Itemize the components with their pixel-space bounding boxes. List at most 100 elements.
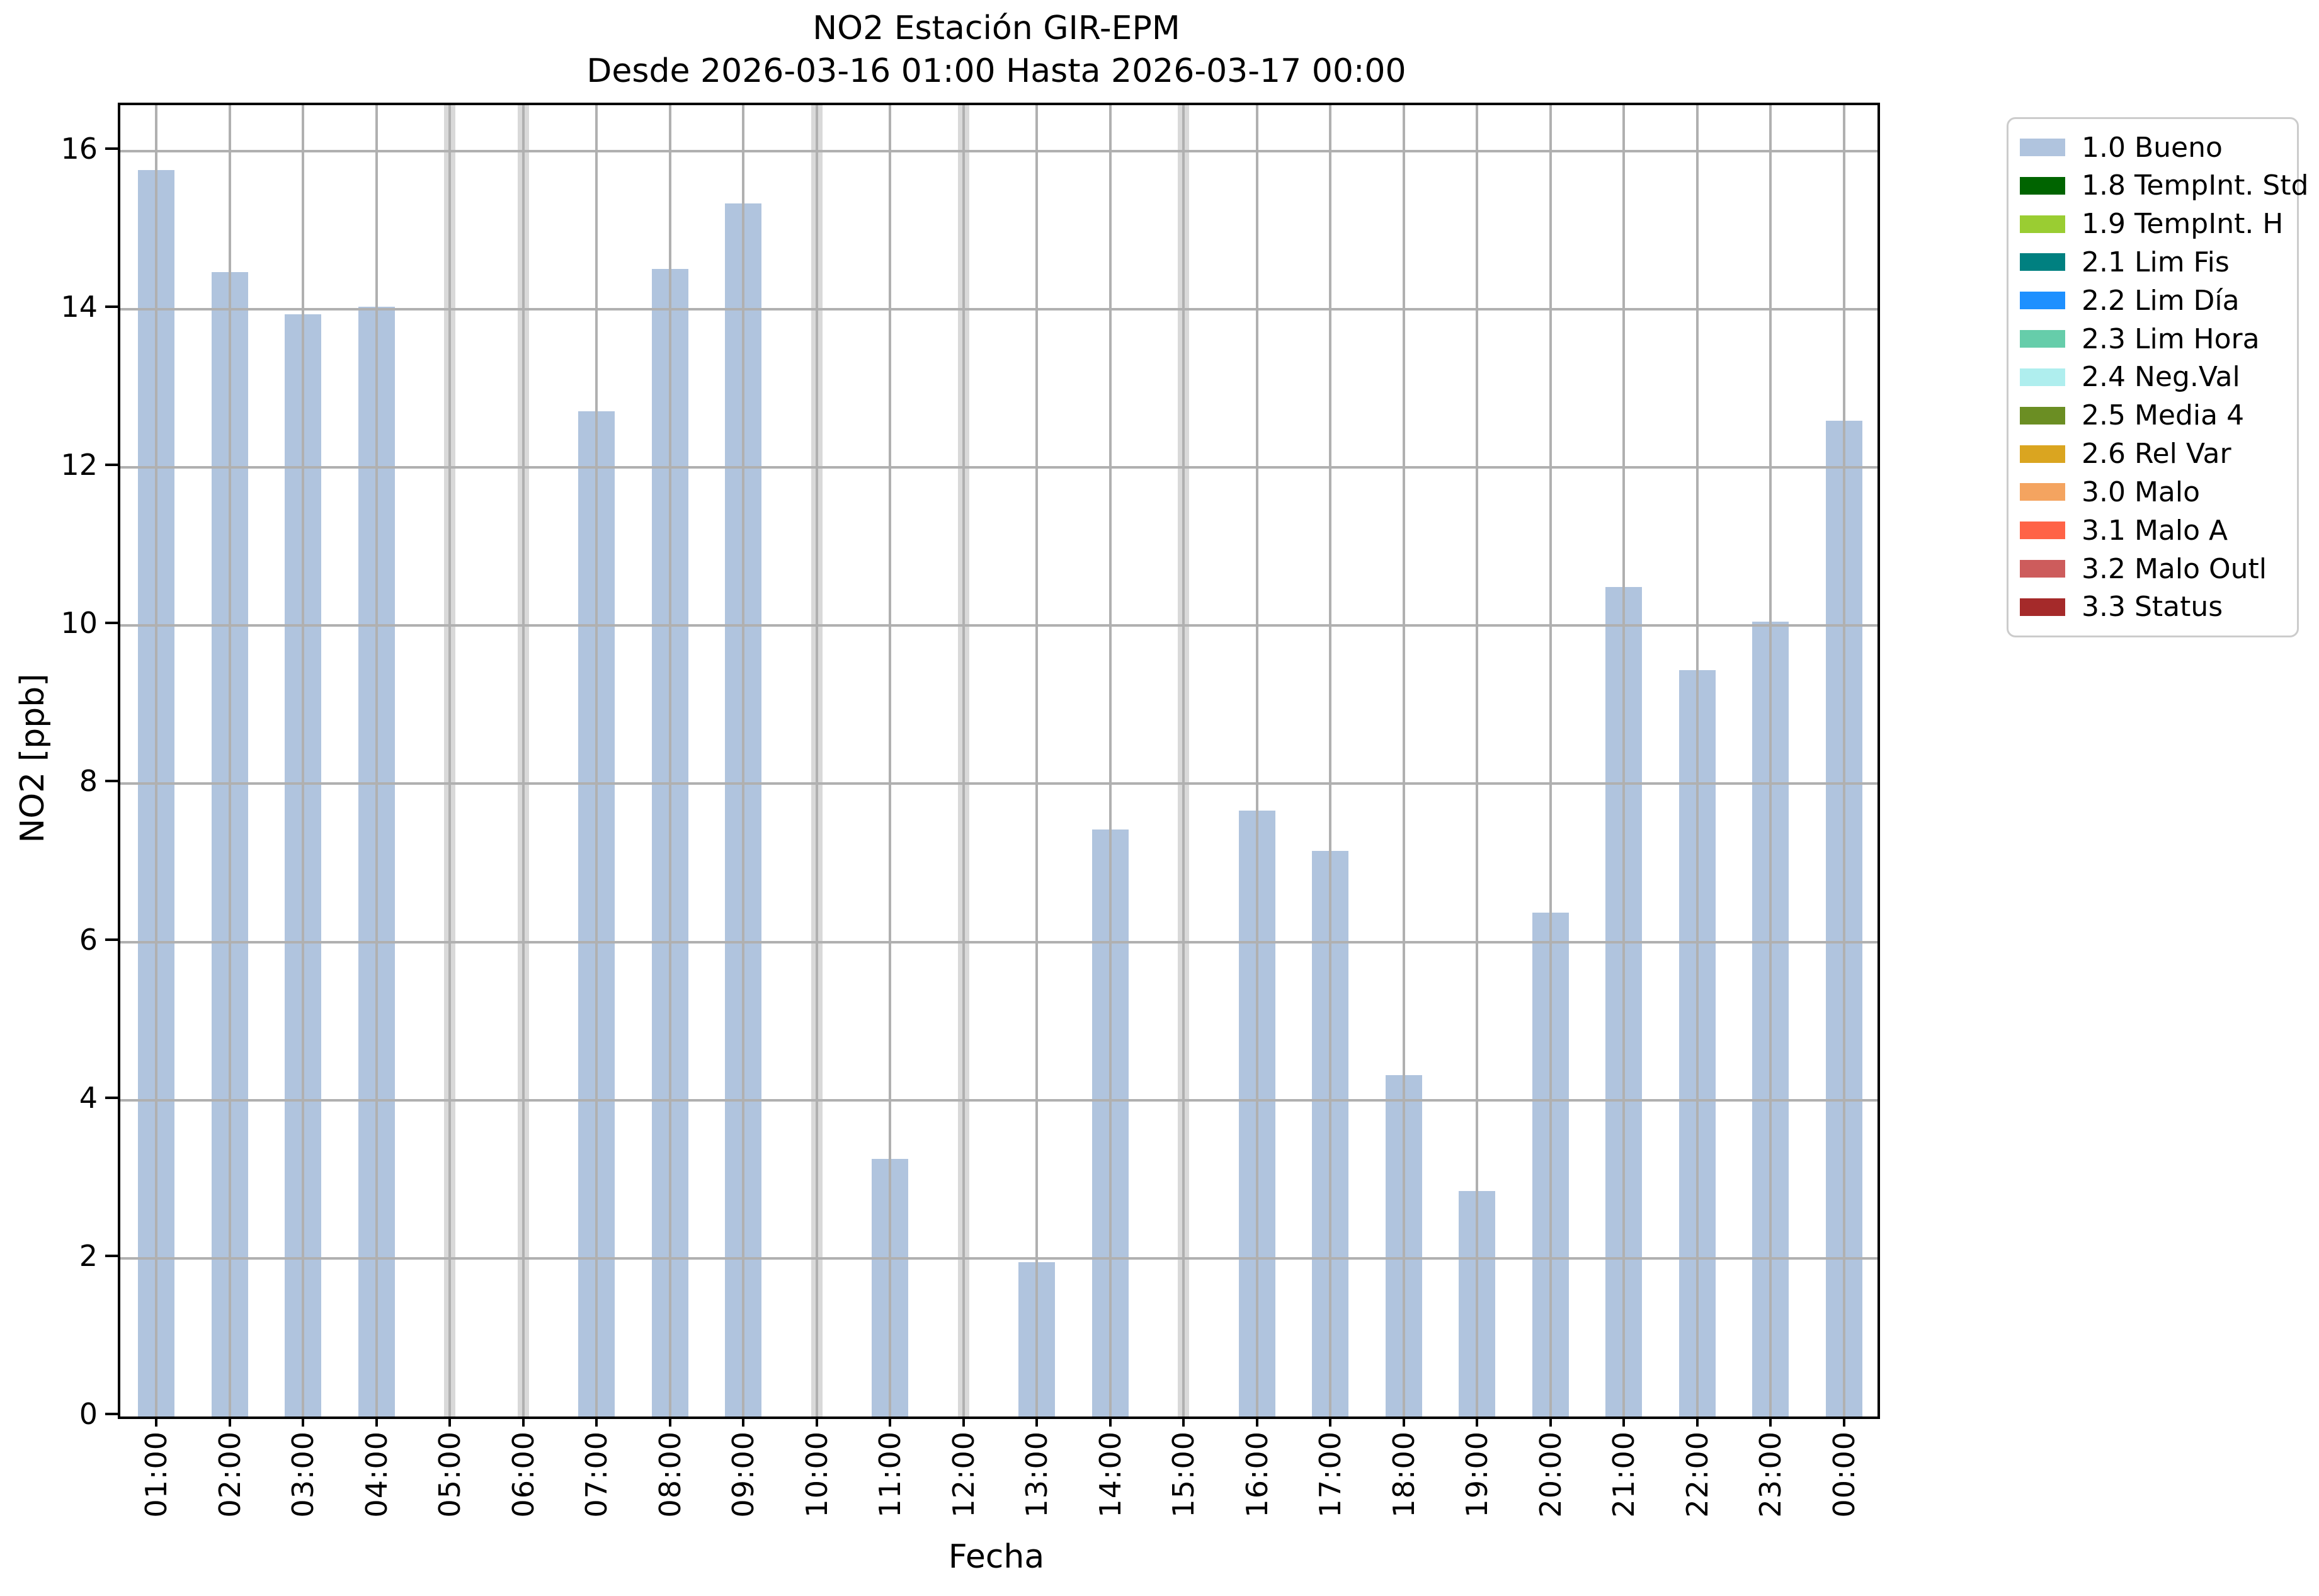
x-gridline-19:00 [1476,105,1478,1416]
x-tick-label-03:00: 03:00 [286,1431,320,1518]
x-tick-11:00 [889,1416,891,1427]
x-gridline-14:00 [1108,105,1112,1416]
legend-item-4: 2.1 Lim Fis [2020,244,2286,280]
legend-label-1: 1.0 Bueno [2082,131,2223,164]
x-tick-label-22:00: 22:00 [1680,1431,1714,1518]
legend-swatch-12 [2020,560,2065,578]
y-gridline-10 [120,624,1877,627]
y-gridline-6 [120,940,1877,943]
chart-title: NO2 Estación GIR-EPM [812,9,1180,47]
plot-area [118,103,1880,1419]
x-gridline-09:00 [742,105,744,1416]
y-tick-6 [105,938,118,941]
x-tick-21:00 [1622,1416,1625,1427]
legend-label-12: 3.2 Malo Outl [2082,552,2267,585]
x-tick-12:00 [962,1416,965,1427]
legend-label-3: 1.9 TempInt. H [2082,208,2284,241]
x-tick-08:00 [668,1416,671,1427]
chart-subtitle: Desde 2026-03-16 01:00 Hasta 2026-03-17 … [586,52,1406,90]
legend-label-2: 1.8 TempInt. Std [2082,169,2309,202]
y-axis-label: NO2 [ppb] [14,673,52,843]
y-gridline-12 [120,466,1877,469]
x-tick-04:00 [375,1416,378,1427]
legend-label-8: 2.5 Media 4 [2082,399,2245,432]
y-tick-2 [105,1254,118,1257]
legend-item-1: 1.0 Bueno [2020,129,2286,166]
x-gridline-23:00 [1769,105,1772,1416]
legend-label-7: 2.4 Neg.Val [2082,361,2240,394]
legend-item-3: 1.9 TempInt. H [2020,206,2286,242]
y-tick-12 [105,464,118,467]
x-tick-03:00 [302,1416,304,1427]
x-gridline-03:00 [302,105,304,1416]
legend-swatch-7 [2020,368,2065,386]
legend-swatch-6 [2020,330,2065,348]
y-tick-label-10: 10 [60,606,98,641]
x-tick-label-05:00: 05:00 [433,1431,467,1518]
x-gridline-17:00 [1329,105,1331,1416]
x-tick-label-13:00: 13:00 [1020,1431,1054,1518]
legend-item-5: 2.2 Lim Día [2020,282,2286,319]
x-tick-23:00 [1769,1416,1772,1427]
x-tick-17:00 [1329,1416,1331,1427]
x-tick-label-04:00: 04:00 [359,1431,394,1518]
y-tick-8 [105,780,118,783]
legend-label-6: 2.3 Lim Hora [2082,322,2260,355]
legend-label-13: 3.3 Status [2082,591,2223,624]
x-tick-06:00 [521,1416,525,1427]
x-tick-07:00 [595,1416,598,1427]
x-tick-20:00 [1549,1416,1552,1427]
x-tick-label-12:00: 12:00 [946,1431,981,1518]
y-tick-14 [105,305,118,308]
legend-label-10: 3.0 Malo [2082,476,2201,508]
x-gridline-16:00 [1255,105,1258,1416]
legend-swatch-13 [2020,598,2065,616]
legend-item-13: 3.3 Status [2020,589,2286,625]
legend-label-5: 2.2 Lim Día [2082,284,2240,317]
x-tick-label-00:00: 00:00 [1826,1431,1861,1518]
y-gridline-14 [120,307,1877,311]
legend-swatch-2 [2020,176,2065,195]
x-tick-14:00 [1108,1416,1112,1427]
x-tick-label-15:00: 15:00 [1166,1431,1200,1518]
x-tick-label-21:00: 21:00 [1607,1431,1641,1518]
legend-swatch-4 [2020,253,2065,271]
x-tick-label-11:00: 11:00 [873,1431,907,1518]
legend-swatch-9 [2020,445,2065,463]
x-tick-label-18:00: 18:00 [1386,1431,1421,1518]
x-tick-label-09:00: 09:00 [726,1431,760,1518]
legend-item-2: 1.8 TempInt. Std [2020,168,2308,204]
x-tick-00:00 [1842,1416,1845,1427]
x-gridline-01:00 [155,105,157,1416]
legend-swatch-10 [2020,483,2065,501]
x-gridline-07:00 [595,105,598,1416]
x-tick-label-20:00: 20:00 [1533,1431,1568,1518]
x-tick-label-14:00: 14:00 [1093,1431,1127,1518]
x-tick-label-17:00: 17:00 [1313,1431,1347,1518]
x-tick-label-10:00: 10:00 [799,1431,834,1518]
x-gridline-08:00 [668,105,671,1416]
x-tick-label-07:00: 07:00 [579,1431,613,1518]
legend-swatch-5 [2020,292,2065,310]
legend-item-11: 3.1 Malo A [2020,512,2286,549]
x-tick-18:00 [1402,1416,1405,1427]
legend-item-6: 2.3 Lim Hora [2020,321,2286,357]
legend-label-9: 2.6 Rel Var [2082,438,2231,470]
x-tick-01:00 [155,1416,157,1427]
x-tick-label-06:00: 06:00 [506,1431,540,1518]
y-tick-label-6: 6 [79,922,98,957]
y-tick-0 [105,1413,118,1415]
x-tick-22:00 [1695,1416,1699,1427]
legend-label-4: 2.1 Lim Fis [2082,246,2230,278]
x-gridline-22:00 [1695,105,1699,1416]
legend-label-11: 3.1 Malo A [2082,514,2228,547]
x-tick-label-19:00: 19:00 [1460,1431,1494,1518]
y-tick-label-12: 12 [60,448,98,482]
y-tick-label-16: 16 [60,131,98,166]
x-gridline-20:00 [1549,105,1552,1416]
legend-item-9: 2.6 Rel Var [2020,436,2286,472]
legend-swatch-3 [2020,215,2065,233]
y-tick-label-0: 0 [79,1397,98,1431]
x-tick-15:00 [1182,1416,1185,1427]
